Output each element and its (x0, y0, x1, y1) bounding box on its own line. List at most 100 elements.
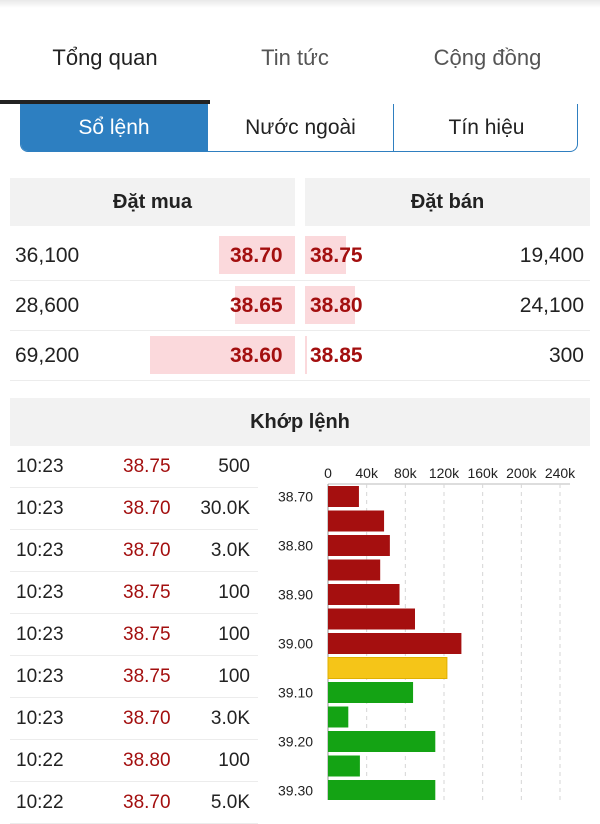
trade-time: 10:23 (16, 708, 64, 729)
sell-header: Đặt bán (305, 178, 590, 226)
trade-volume: 3.0K (210, 708, 250, 729)
x-tick-label: 160k (467, 465, 498, 481)
subtab-divider (393, 104, 394, 151)
trade-row: 10:23 38.75 100 (10, 572, 258, 614)
trade-time: 10:23 (16, 666, 64, 687)
row-divider (10, 330, 590, 331)
trade-price: 38.70 (123, 792, 171, 813)
buy-header: Đặt mua (10, 178, 295, 226)
volume-bar (328, 682, 414, 703)
sell-volume-bar (305, 286, 356, 324)
x-tick-label: 40k (355, 465, 379, 481)
y-tick-label: 39.10 (278, 685, 313, 701)
trade-price: 38.70 (123, 708, 171, 729)
x-tick-label: 240k (545, 465, 576, 481)
buy-price[interactable]: 38.70 (230, 244, 283, 267)
volume-bar (328, 559, 381, 581)
trade-volume: 5.0K (210, 792, 250, 813)
trade-time: 10:23 (16, 624, 64, 645)
volume-bar (328, 486, 359, 507)
sell-volume: 19,400 (519, 244, 584, 267)
trade-row: 10:23 38.70 3.0K (10, 698, 258, 740)
row-divider (10, 380, 590, 381)
main-tabs: Tổng quan Tin tức Cộng đồng (0, 22, 600, 104)
row-divider (10, 280, 590, 281)
volume-by-price-chart: 0 40k 80k 120k 160k 200k 240k 38.70 38.80 38.90 39… (278, 465, 576, 800)
order-book-row: 36,100 38.70 38.75 19,400 (0, 230, 600, 280)
tab-news[interactable]: Tin tức (261, 45, 329, 70)
volume-bar (328, 584, 400, 605)
trade-price: 38.75 (123, 456, 171, 477)
trade-time: 10:23 (16, 456, 64, 477)
y-tick-label: 39.00 (278, 636, 313, 652)
trade-price: 38.70 (123, 540, 171, 561)
subtab-group: Sổ lệnh Nước ngoài Tín hiệu (20, 104, 578, 152)
trade-volume: 100 (218, 582, 250, 603)
sell-volume-bar (305, 336, 307, 374)
x-tick-label: 120k (429, 465, 460, 481)
trade-volume: 30.0K (200, 498, 250, 519)
sell-volume: 24,100 (519, 294, 584, 317)
volume-bar (328, 633, 462, 654)
trade-price: 38.70 (123, 498, 171, 519)
volume-bar (328, 706, 349, 728)
buy-volume: 69,200 (15, 344, 80, 367)
trade-time: 10:23 (16, 498, 64, 519)
sell-price[interactable]: 38.75 (310, 244, 363, 267)
volume-bar (328, 780, 436, 800)
buy-volume-bar (150, 336, 295, 374)
sell-volume: 300 (548, 344, 584, 367)
y-tick-label: 38.90 (278, 587, 313, 603)
buy-volume: 28,600 (15, 294, 80, 317)
sell-volume-bar (305, 236, 346, 274)
buy-price[interactable]: 38.65 (230, 294, 283, 317)
trade-volume: 3.0K (210, 540, 250, 561)
y-tick-label: 38.70 (278, 489, 313, 505)
buy-volume: 36,100 (15, 244, 80, 267)
tab-community[interactable]: Cộng đồng (433, 45, 542, 70)
trade-volume: 100 (218, 750, 250, 771)
subtab-order-book[interactable]: Sổ lệnh (21, 104, 207, 151)
subtab-signals[interactable]: Tín hiệu (448, 116, 525, 139)
subtab-divider (207, 104, 208, 151)
trade-volume: 100 (218, 624, 250, 645)
sell-price[interactable]: 38.85 (310, 344, 363, 367)
trade-row: 10:22 38.80 100 (10, 740, 258, 782)
volume-bar (328, 510, 385, 532)
trade-time: 10:23 (16, 582, 64, 603)
trade-volume: 100 (218, 666, 250, 687)
trade-row: 10:23 38.70 30.0K (10, 488, 258, 530)
y-tick-label: 39.30 (278, 783, 313, 799)
trade-price: 38.75 (123, 666, 171, 687)
trade-row: 10:23 38.75 100 (10, 614, 258, 656)
volume-bar (328, 535, 390, 556)
buy-volume-bar (235, 286, 295, 324)
tab-overview[interactable]: Tổng quan (52, 45, 158, 70)
volume-bar (328, 755, 360, 777)
matched-orders-header: Khớp lệnh (10, 398, 590, 446)
sell-price[interactable]: 38.80 (310, 294, 363, 317)
trade-row: 10:22 38.70 5.0K (10, 782, 258, 824)
volume-bar (328, 608, 415, 630)
buy-price[interactable]: 38.60 (230, 344, 283, 367)
trade-time: 10:22 (16, 792, 64, 813)
active-tab-indicator (0, 100, 210, 104)
trade-row: 10:23 38.70 3.0K (10, 530, 258, 572)
trade-volume: 500 (218, 456, 250, 477)
y-tick-label: 39.20 (278, 734, 313, 750)
order-book-row: 28,600 38.65 38.80 24,100 (0, 280, 600, 330)
top-shadow (0, 0, 600, 8)
trade-row: 10:23 38.75 100 (10, 656, 258, 698)
trade-price: 38.75 (123, 582, 171, 603)
x-tick-label: 200k (506, 465, 537, 481)
y-tick-label: 38.80 (278, 538, 313, 554)
trade-price: 38.80 (123, 750, 171, 771)
x-tick-label: 0 (324, 465, 332, 481)
volume-bar (328, 731, 436, 752)
trade-price: 38.75 (123, 624, 171, 645)
subtab-foreign[interactable]: Nước ngoài (245, 116, 356, 139)
trade-time: 10:23 (16, 540, 64, 561)
order-book-row: 69,200 38.60 38.85 300 (0, 330, 600, 380)
buy-volume-bar (219, 236, 295, 274)
volume-bar (327, 657, 448, 679)
